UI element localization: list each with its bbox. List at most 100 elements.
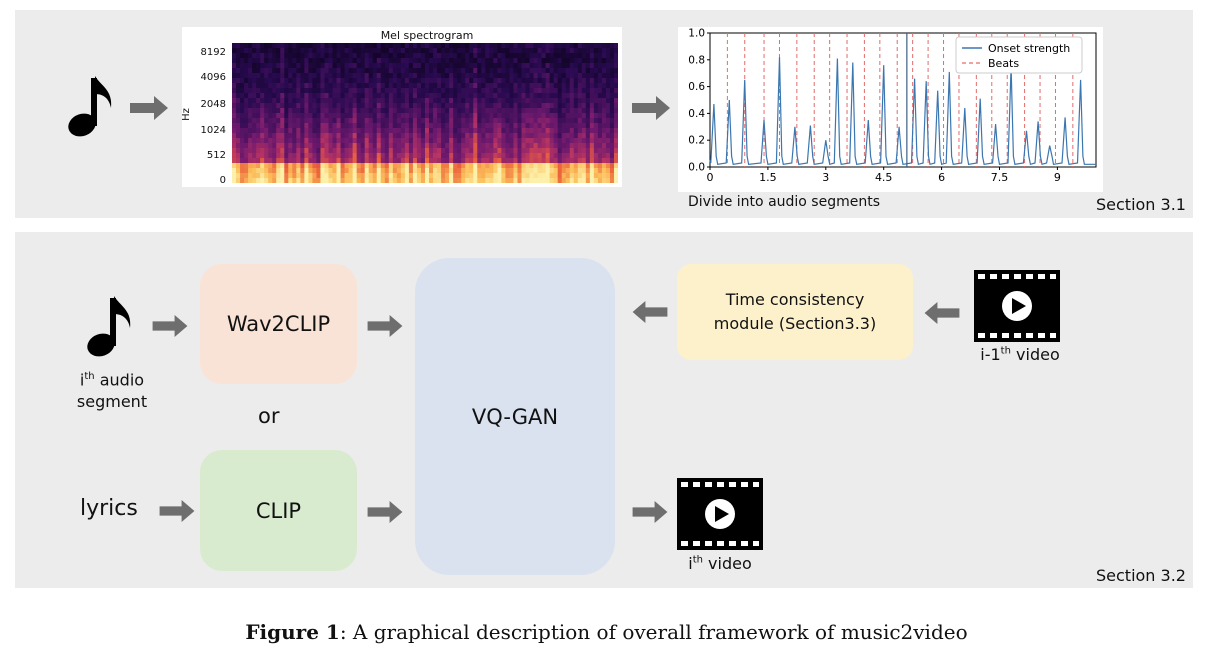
spectrogram-cell bbox=[453, 53, 458, 59]
spectrogram-cell bbox=[557, 168, 563, 174]
spectrogram-cell bbox=[388, 163, 394, 169]
spectrogram-cell bbox=[356, 168, 362, 174]
spectrogram-cell bbox=[232, 88, 237, 94]
spectrogram-cell bbox=[400, 48, 406, 54]
spectrogram-cell bbox=[593, 128, 599, 134]
spectrogram-cell bbox=[240, 53, 245, 59]
prev-video-label: i-1th video bbox=[960, 345, 1080, 364]
spectrogram-cell bbox=[517, 103, 522, 109]
spectrogram-cell bbox=[380, 143, 386, 149]
spectrogram-cell bbox=[232, 178, 237, 183]
spectrogram-cell bbox=[497, 163, 502, 169]
spectrogram-cell bbox=[396, 53, 402, 59]
spectrogram-cell bbox=[240, 58, 245, 64]
spectrogram-cell bbox=[304, 108, 309, 114]
spectrogram-cell bbox=[400, 118, 406, 124]
spectrogram-cell bbox=[513, 113, 518, 119]
spectrogram-cell bbox=[601, 43, 607, 49]
spectrogram-cell bbox=[517, 133, 522, 139]
spectrogram-cell bbox=[593, 163, 599, 169]
spectrogram-cell bbox=[232, 83, 237, 89]
spectrogram-cell bbox=[477, 123, 482, 129]
spectrogram-cell bbox=[481, 43, 486, 49]
wav2clip-label: Wav2CLIP bbox=[226, 312, 331, 336]
spectrogram-cell bbox=[441, 88, 446, 94]
spectrogram-cell bbox=[481, 108, 486, 114]
spectrogram-cell bbox=[533, 128, 539, 134]
spectrogram-cell bbox=[416, 173, 422, 179]
spectrogram-cell bbox=[549, 98, 555, 104]
spectrogram-cell bbox=[244, 133, 249, 139]
spectrogram-cell bbox=[549, 93, 555, 99]
spectrogram-cell bbox=[356, 128, 362, 134]
spectrogram-cell bbox=[537, 163, 543, 169]
spectrogram-cell bbox=[268, 138, 273, 144]
spectrogram-cell bbox=[364, 168, 370, 174]
spectrogram-cell bbox=[340, 128, 346, 134]
spectrogram-cell bbox=[453, 123, 458, 129]
spectrogram-cell bbox=[328, 78, 334, 84]
spectrogram-cell bbox=[272, 68, 277, 74]
spectrogram-cell bbox=[509, 118, 514, 124]
spectrogram-cell bbox=[597, 163, 603, 169]
spectrogram-cell bbox=[493, 88, 498, 94]
spectrogram-cell bbox=[264, 123, 269, 129]
spectrogram-cell bbox=[240, 173, 245, 179]
spectrogram-cell bbox=[236, 63, 241, 69]
spectrogram-cell bbox=[513, 178, 518, 183]
spectrogram-cell bbox=[565, 103, 571, 109]
vqgan-box: VQ-GAN bbox=[415, 258, 615, 575]
spectrogram-cell bbox=[288, 88, 293, 94]
spectrogram-cell bbox=[445, 133, 450, 139]
spectrogram-cell bbox=[316, 83, 321, 89]
prev-video-pre: i-1 bbox=[980, 345, 1001, 364]
spectrogram-cell bbox=[553, 93, 559, 99]
spectrogram-cell bbox=[324, 168, 329, 174]
spectrogram-cell bbox=[481, 168, 486, 174]
spectrogram-cell bbox=[392, 118, 398, 124]
spectrogram-cell bbox=[577, 173, 583, 179]
spectrogram-cell bbox=[521, 138, 527, 144]
spectrogram-cell bbox=[493, 93, 498, 99]
spectrogram-cell bbox=[569, 173, 575, 179]
spectrogram-cell bbox=[545, 88, 551, 94]
spectrogram-cell bbox=[316, 128, 321, 134]
spectrogram-cell bbox=[529, 133, 535, 139]
spectrogram-cell bbox=[408, 73, 414, 79]
spectrogram-cell bbox=[408, 158, 414, 164]
spectrogram-cell bbox=[312, 178, 317, 183]
spectrogram-cell bbox=[521, 93, 527, 99]
spectrogram-cell bbox=[561, 123, 567, 129]
spectrogram-cell bbox=[441, 63, 446, 69]
spectrogram-cell bbox=[433, 148, 438, 154]
spectrogram-cell bbox=[477, 98, 482, 104]
spectrogram-cell bbox=[497, 118, 502, 124]
spectrogram-cell bbox=[276, 163, 281, 169]
spectrogram-cell bbox=[553, 133, 559, 139]
spectrogram-cell bbox=[256, 158, 261, 164]
spectrogram-cell bbox=[256, 113, 261, 119]
spectrogram-cell bbox=[256, 148, 261, 154]
spectrogram-cell bbox=[541, 58, 547, 64]
spectrogram-cell bbox=[252, 133, 257, 139]
spectrogram-cell bbox=[416, 163, 422, 169]
spectrogram-cell bbox=[489, 58, 494, 64]
spectrogram-cell bbox=[232, 148, 237, 154]
spectrogram-cell bbox=[493, 53, 498, 59]
spectrogram-cell bbox=[445, 113, 450, 119]
spectrogram-cell bbox=[561, 128, 567, 134]
spectrogram-cell bbox=[368, 158, 374, 164]
spectrogram-cell bbox=[408, 43, 414, 49]
spectrogram-cell bbox=[557, 98, 563, 104]
spectrogram-cell bbox=[589, 48, 595, 54]
spectrogram-cell bbox=[376, 148, 382, 154]
spectrogram-cell bbox=[569, 168, 575, 174]
spectrogram-cell bbox=[412, 173, 418, 179]
spectrogram-cell bbox=[457, 78, 462, 84]
spectrogram-cell bbox=[525, 153, 531, 159]
spectrogram-cell bbox=[509, 158, 514, 164]
spectrogram-cell bbox=[469, 123, 474, 129]
spectrogram-cell bbox=[593, 98, 599, 104]
spectrogram-cell bbox=[501, 108, 506, 114]
spectrogram-cell bbox=[264, 53, 269, 59]
